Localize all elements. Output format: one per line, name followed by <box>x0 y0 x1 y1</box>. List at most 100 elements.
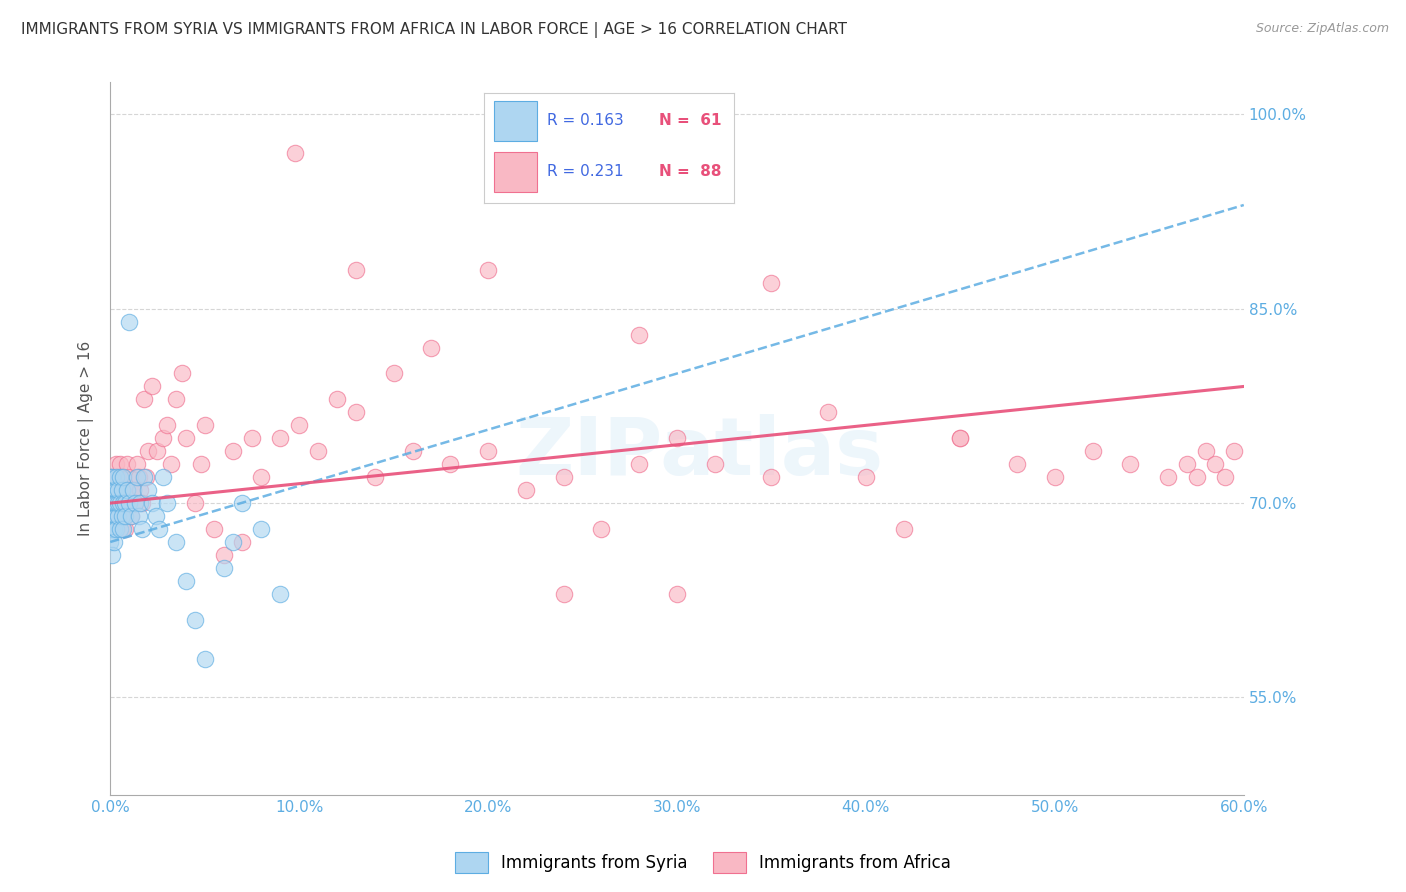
Point <box>174 431 197 445</box>
Point <box>1213 470 1236 484</box>
Point <box>118 315 141 329</box>
Point <box>156 418 179 433</box>
Point <box>145 509 167 524</box>
Point <box>364 470 387 484</box>
Point <box>1043 470 1066 484</box>
Point <box>98 535 121 549</box>
Point <box>129 483 152 497</box>
Point <box>231 496 253 510</box>
Point <box>184 496 207 510</box>
Point <box>117 483 139 497</box>
Point <box>212 548 235 562</box>
Text: IMMIGRANTS FROM SYRIA VS IMMIGRANTS FROM AFRICA IN LABOR FORCE | AGE > 16 CORREL: IMMIGRANTS FROM SYRIA VS IMMIGRANTS FROM… <box>21 22 846 38</box>
Point <box>949 431 972 445</box>
Point <box>628 327 651 342</box>
Point <box>1175 457 1198 471</box>
Point <box>344 262 367 277</box>
Point <box>250 522 273 536</box>
Point <box>344 405 367 419</box>
Point <box>103 483 125 497</box>
Point <box>122 483 145 497</box>
Point <box>1223 444 1246 458</box>
Point <box>112 470 135 484</box>
Point <box>107 509 129 524</box>
Point <box>101 496 124 510</box>
Point <box>1157 470 1180 484</box>
Point <box>222 535 245 549</box>
Point <box>284 146 307 161</box>
Point <box>477 262 499 277</box>
Point <box>125 457 148 471</box>
Point <box>114 509 136 524</box>
Point <box>1195 444 1218 458</box>
Point <box>628 457 651 471</box>
Point <box>128 470 150 484</box>
Point <box>98 522 121 536</box>
Point <box>231 535 253 549</box>
Point <box>117 483 139 497</box>
Point <box>103 509 125 524</box>
Point <box>134 392 156 407</box>
Point <box>128 509 150 524</box>
Point <box>855 470 877 484</box>
Point <box>101 470 124 484</box>
Point <box>212 561 235 575</box>
Point <box>817 405 839 419</box>
Point <box>101 496 124 510</box>
Point <box>101 470 124 484</box>
Point <box>107 496 129 510</box>
Point <box>107 509 129 524</box>
Point <box>104 509 127 524</box>
Point <box>104 522 127 536</box>
Point <box>118 470 141 484</box>
Point <box>120 509 142 524</box>
Point <box>269 587 291 601</box>
Point <box>269 431 291 445</box>
Point <box>98 496 121 510</box>
Point <box>101 548 124 562</box>
Point <box>148 522 170 536</box>
Point <box>114 522 136 536</box>
Point <box>591 522 613 536</box>
Point <box>515 483 537 497</box>
Point <box>156 496 179 510</box>
Point <box>114 496 136 510</box>
Point <box>124 496 146 510</box>
Point <box>141 379 163 393</box>
Point <box>107 483 129 497</box>
Point <box>112 470 135 484</box>
Point <box>112 496 135 510</box>
Point <box>288 418 311 433</box>
Point <box>703 457 725 471</box>
Point <box>98 470 121 484</box>
Point <box>190 457 212 471</box>
Point <box>110 522 132 536</box>
Point <box>103 535 125 549</box>
Point <box>103 496 125 510</box>
Point <box>553 587 575 601</box>
Point <box>174 574 197 588</box>
Point <box>117 457 139 471</box>
Point <box>120 509 142 524</box>
Point <box>104 470 127 484</box>
Point <box>122 483 145 497</box>
Point <box>108 522 131 536</box>
Point <box>553 470 575 484</box>
Point <box>103 483 125 497</box>
Point <box>104 457 127 471</box>
Point <box>118 496 141 510</box>
Point <box>326 392 349 407</box>
Point <box>1005 457 1028 471</box>
Point <box>240 431 263 445</box>
Point <box>949 431 972 445</box>
Point <box>118 496 141 510</box>
Y-axis label: In Labor Force | Age > 16: In Labor Force | Age > 16 <box>79 341 94 536</box>
Point <box>107 470 129 484</box>
Point <box>108 470 131 484</box>
Point <box>108 496 131 510</box>
Point <box>152 470 174 484</box>
Point <box>250 470 273 484</box>
Point <box>101 483 124 497</box>
Point <box>103 522 125 536</box>
Point <box>136 483 159 497</box>
